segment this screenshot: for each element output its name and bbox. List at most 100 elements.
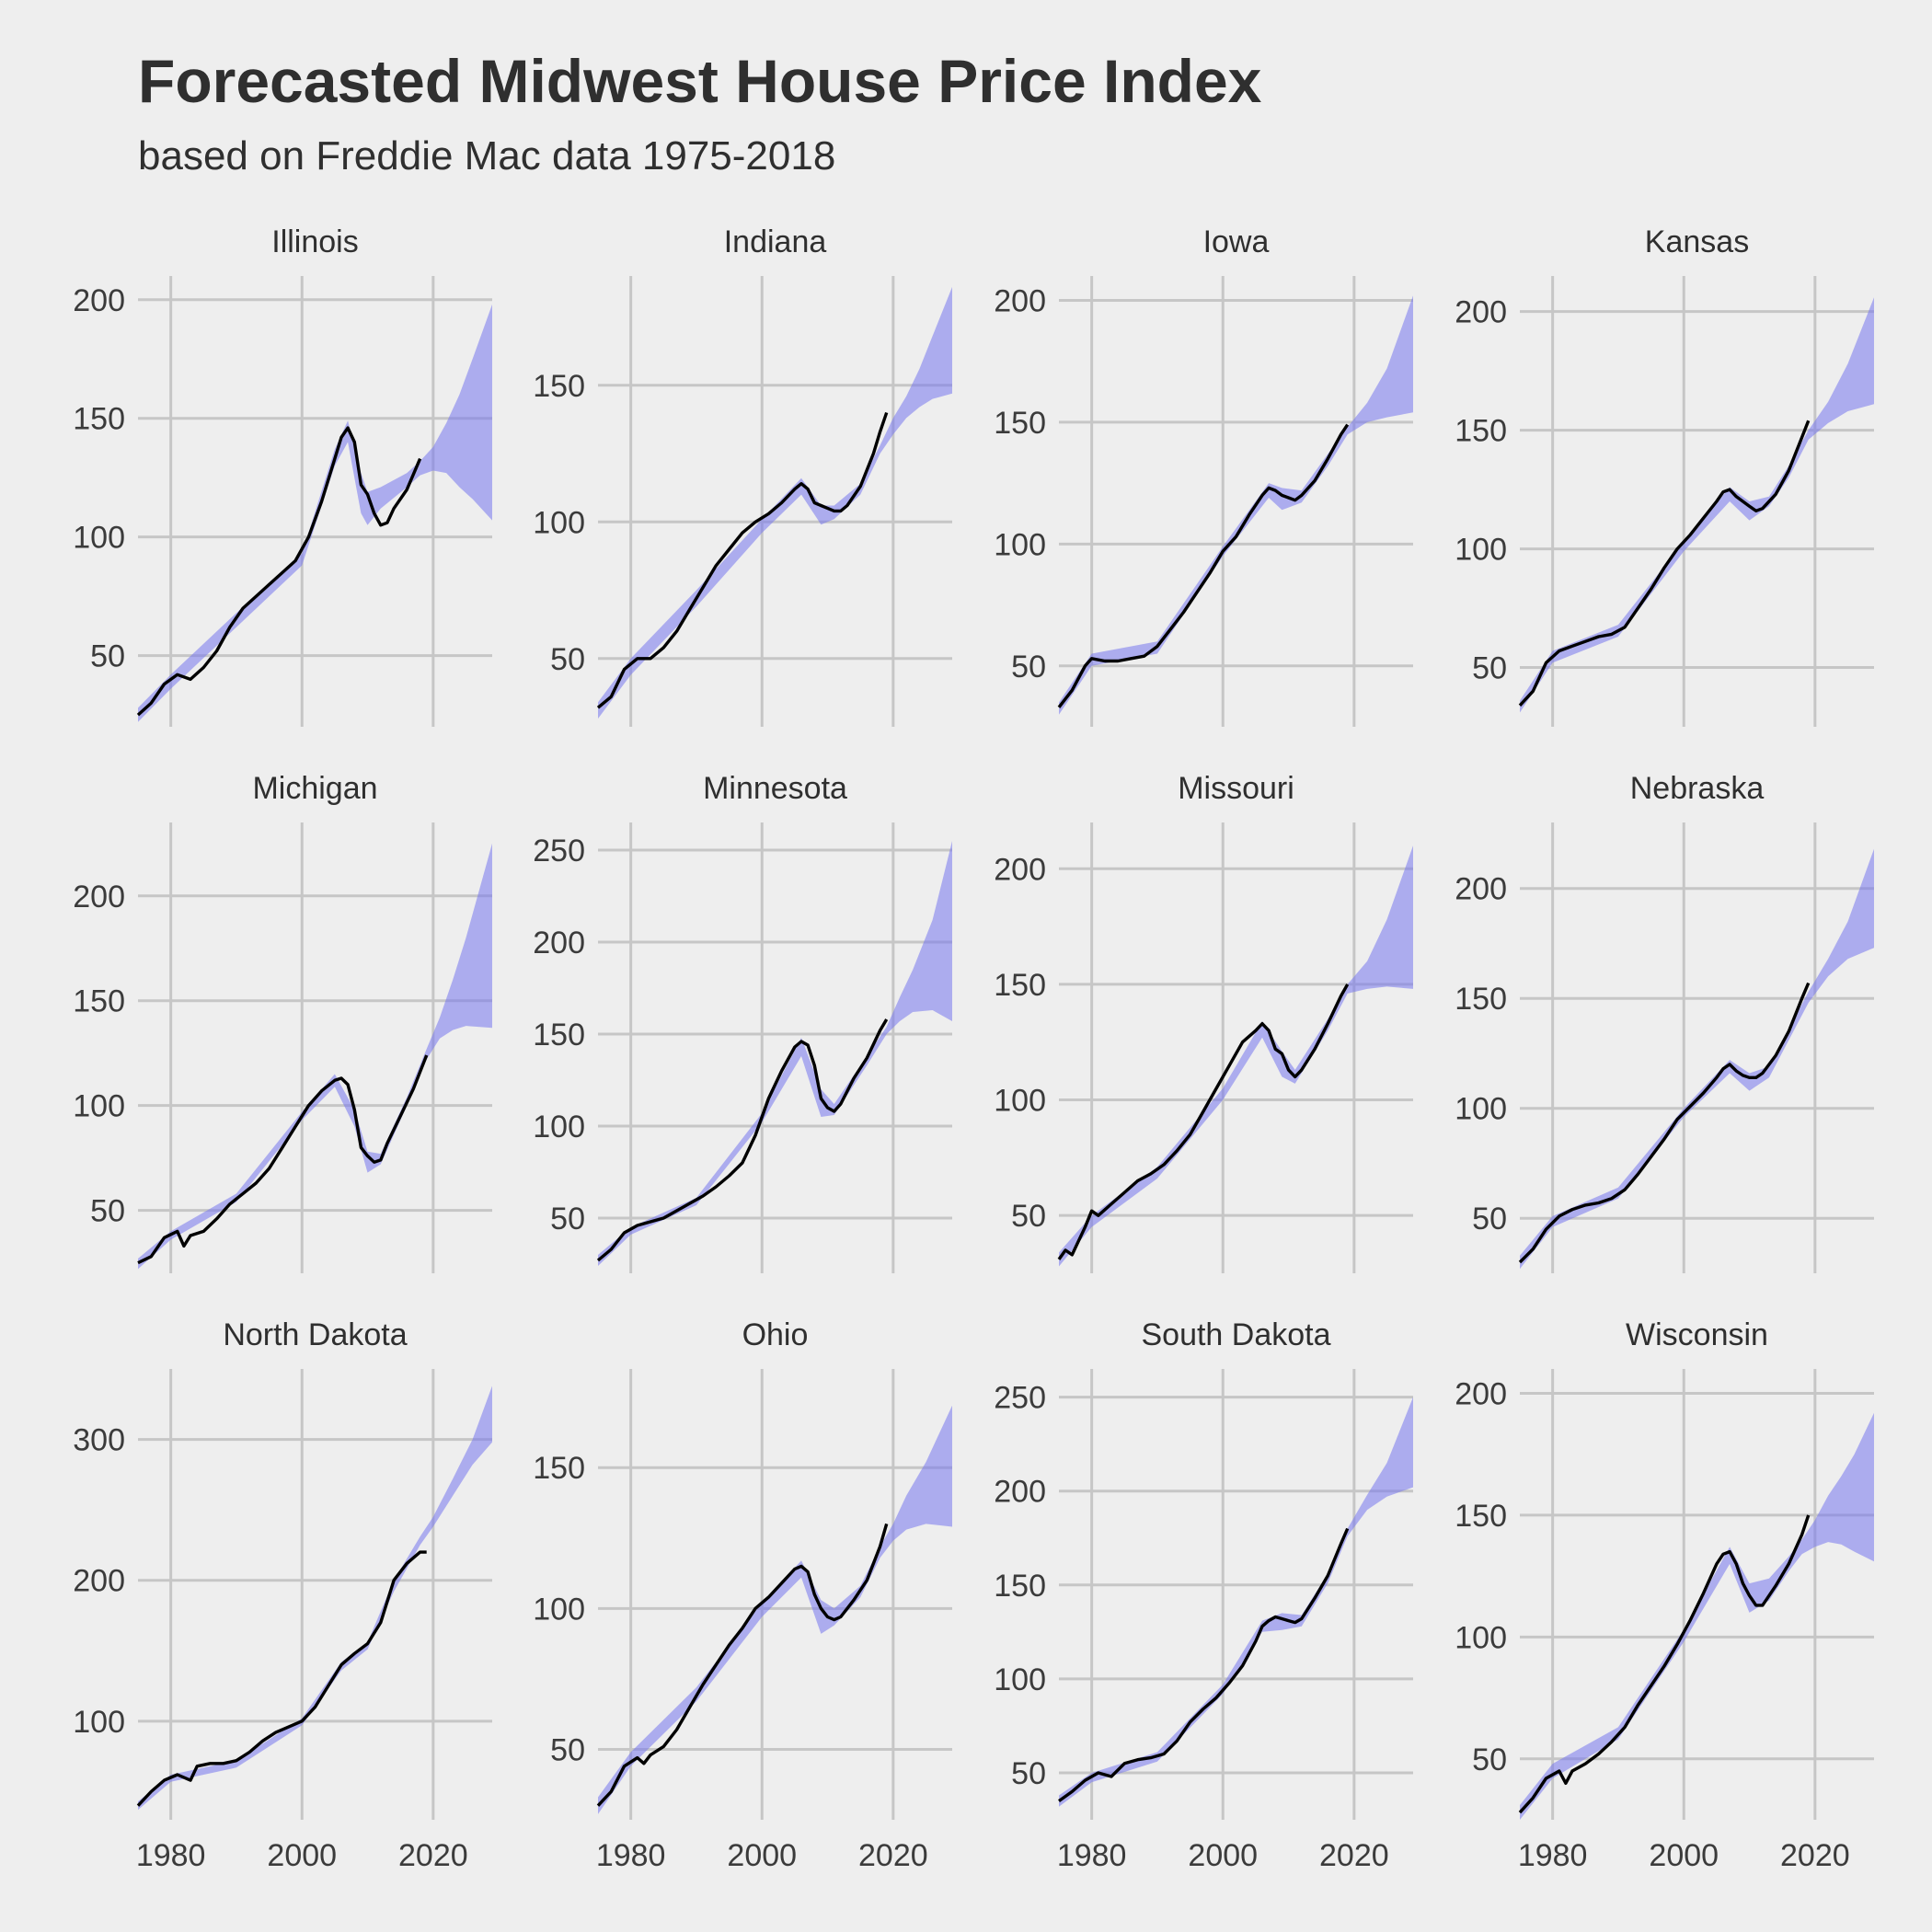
forecast-band [1059, 295, 1413, 715]
history-line [1057, 423, 1350, 708]
y-tick-label: 200 [1455, 295, 1507, 330]
y-tick-label: 50 [550, 1732, 585, 1767]
x-tick-label: 2020 [1319, 1838, 1389, 1873]
panel-minnesota: Minnesota 50 100 150 200 250 [533, 771, 952, 1273]
history-line [1058, 1527, 1350, 1802]
chart-subtitle: based on Freddie Mac data 1975-2018 [138, 133, 836, 178]
panel-south-dakota: South Dakota 50 100 150 200 250 1980 2000 2020 [994, 1317, 1413, 1873]
panel-illinois: Illinois 50 100 150 200 [73, 224, 492, 727]
y-tick-label: 200 [994, 852, 1046, 887]
y-tick-label: 100 [1455, 533, 1507, 568]
panel-iowa: Iowa 50 100 150 200 [994, 224, 1413, 727]
y-tick-label: 50 [1011, 650, 1046, 684]
x-tick-label: 2000 [1649, 1838, 1719, 1873]
y-tick-label: 50 [1011, 1199, 1046, 1234]
y-tick-label: 100 [533, 1110, 585, 1144]
history-line [596, 1523, 889, 1807]
panel-title: Illinois [271, 224, 358, 259]
history-line [137, 1054, 429, 1265]
y-tick-label: 150 [533, 1018, 585, 1052]
y-tick-label: 200 [73, 283, 125, 318]
x-tick-label: 1980 [1057, 1838, 1127, 1873]
panel-title: Wisconsin [1626, 1317, 1768, 1352]
y-tick-label: 250 [994, 1381, 1046, 1416]
panel-title: Minnesota [703, 771, 847, 806]
panel-title: Michigan [252, 771, 377, 806]
x-tick-label: 1980 [136, 1838, 206, 1873]
forecast-band [598, 286, 952, 719]
y-tick-label: 150 [994, 968, 1046, 1003]
y-tick-label: 100 [994, 527, 1046, 562]
chart-title: Forecasted Midwest House Price Index [138, 47, 1262, 115]
x-tick-label: 2020 [858, 1838, 928, 1873]
panel-missouri: Missouri 50 100 150 200 [994, 771, 1413, 1273]
y-tick-label: 150 [73, 984, 125, 1019]
y-tick-label: 150 [533, 369, 585, 404]
history-line [596, 411, 889, 709]
forecast-band [1059, 845, 1413, 1267]
history-line [1057, 983, 1350, 1260]
y-tick-label: 100 [994, 1662, 1046, 1697]
history-line [596, 1018, 889, 1262]
forecast-band [138, 1386, 492, 1811]
x-tick-label: 1980 [596, 1838, 666, 1873]
y-tick-label: 50 [1472, 1742, 1507, 1777]
y-tick-label: 200 [1455, 1376, 1507, 1411]
x-tick-label: 1980 [1518, 1838, 1588, 1873]
y-tick-label: 50 [1472, 651, 1507, 686]
y-tick-label: 150 [533, 1451, 585, 1486]
y-tick-label: 150 [1455, 982, 1507, 1017]
forecast-band [138, 843, 492, 1270]
history-line [1518, 982, 1811, 1264]
y-tick-label: 200 [1455, 872, 1507, 907]
y-tick-label: 150 [994, 1569, 1046, 1604]
x-tick-label: 2000 [267, 1838, 337, 1873]
y-tick-label: 300 [73, 1423, 125, 1458]
panel-wisconsin: Wisconsin 50 100 150 200 1980 2000 2020 [1455, 1317, 1874, 1873]
y-tick-label: 200 [73, 1564, 125, 1599]
y-tick-label: 200 [533, 926, 585, 960]
y-tick-label: 50 [1472, 1202, 1507, 1236]
y-tick-label: 100 [73, 521, 125, 556]
history-line [1518, 420, 1811, 707]
panel-kansas: Kansas 50 100 150 200 [1455, 224, 1874, 727]
x-tick-label: 2020 [398, 1838, 468, 1873]
y-tick-label: 100 [533, 1592, 585, 1627]
y-tick-label: 100 [73, 1089, 125, 1124]
forecast-band [138, 304, 492, 722]
forecast-band [1520, 1412, 1874, 1820]
panel-michigan: Michigan 50 100 150 200 [73, 771, 492, 1273]
y-tick-label: 150 [1455, 1499, 1507, 1534]
forecast-band [1520, 297, 1874, 713]
y-tick-label: 50 [90, 1194, 125, 1229]
y-tick-label: 150 [1455, 414, 1507, 449]
y-tick-label: 250 [533, 834, 585, 868]
panel-ohio: Ohio 50 100 150 1980 2000 2020 [533, 1317, 952, 1873]
history-line [1518, 1514, 1811, 1814]
panel-title: South Dakota [1141, 1317, 1330, 1352]
x-tick-label: 2000 [727, 1838, 797, 1873]
history-line [136, 1550, 427, 1807]
panel-title: Indiana [724, 224, 827, 259]
history-line [136, 426, 422, 717]
panel-north-dakota: North Dakota 100 200 300 1980 2000 2020 [73, 1317, 492, 1873]
panel-title: North Dakota [223, 1317, 407, 1352]
y-tick-label: 50 [550, 642, 585, 677]
y-tick-label: 100 [994, 1084, 1046, 1119]
y-tick-label: 50 [90, 639, 125, 674]
panel-nebraska: Nebraska 50 100 150 200 [1455, 771, 1874, 1273]
x-tick-label: 2000 [1188, 1838, 1258, 1873]
panel-title: Ohio [742, 1317, 809, 1352]
y-tick-label: 150 [73, 402, 125, 437]
panel-indiana: Indiana 50 100 150 [533, 224, 952, 727]
y-tick-label: 200 [994, 1475, 1046, 1510]
y-tick-label: 100 [1455, 1092, 1507, 1127]
panel-title: Kansas [1645, 224, 1749, 259]
forecast-band [1520, 848, 1874, 1270]
y-tick-label: 100 [73, 1705, 125, 1740]
panel-title: Nebraska [1630, 771, 1765, 806]
x-tick-label: 2020 [1780, 1838, 1850, 1873]
panel-title: Iowa [1203, 224, 1270, 259]
y-tick-label: 50 [550, 1202, 585, 1236]
